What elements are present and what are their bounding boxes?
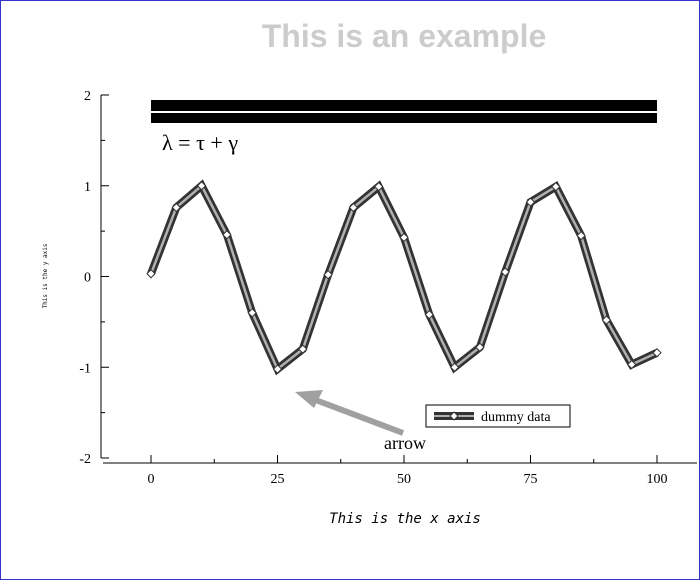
y-tick-label: 0 [84, 271, 91, 286]
legend-box [425, 404, 571, 428]
arrow-label: arrow [384, 433, 426, 453]
data-point [601, 315, 612, 325]
data-point [272, 364, 283, 374]
data-point [146, 269, 156, 279]
data-point [247, 308, 257, 318]
arrow-head [295, 390, 323, 408]
y-tick-label: -1 [79, 361, 91, 376]
chart-title: This is an example [262, 18, 547, 54]
data-point [551, 181, 561, 192]
data-point [196, 181, 207, 191]
data-point [626, 359, 637, 370]
data-point [373, 181, 384, 192]
legend: dummy data [425, 404, 571, 428]
arrow-annotation [295, 390, 405, 436]
data-point [652, 348, 662, 358]
data-point [323, 269, 333, 280]
series-line-outer [147, 179, 659, 376]
legend-label: dummy data [481, 410, 551, 425]
y-tick-label: 1 [84, 180, 91, 195]
data-point [500, 267, 510, 277]
double-bar-decoration [151, 100, 657, 123]
x-tick-label: 50 [397, 472, 411, 487]
data-point [449, 362, 460, 372]
series-line-inner [149, 183, 658, 372]
data-point [576, 230, 586, 241]
x-tick-label: 25 [271, 472, 285, 487]
x-axis-label: This is the x axis [329, 511, 481, 527]
x-tick-label: 75 [524, 472, 538, 487]
x-tick-label: 0 [148, 472, 155, 487]
upper-bar [151, 100, 657, 111]
lower-bar [151, 113, 657, 123]
data-point [399, 232, 409, 243]
y-tick-label: 2 [84, 89, 91, 104]
y-tick-label: -2 [79, 452, 91, 467]
formula-annotation: λ = τ + γ [162, 130, 238, 155]
arrow-shaft [311, 396, 405, 436]
series-layer [146, 179, 662, 376]
data-point [348, 202, 359, 213]
y-axis-label: This is the y axis [42, 243, 49, 308]
data-point [424, 309, 435, 320]
data-point [525, 197, 536, 207]
data-point [475, 342, 485, 352]
x-tick-label: 100 [647, 472, 668, 487]
legend-marker [449, 411, 459, 421]
axes: -2 -1 0 1 2 0 25 50 75 100 [79, 89, 697, 487]
data-point [222, 230, 232, 240]
data-point [298, 344, 308, 354]
data-point [171, 202, 182, 213]
